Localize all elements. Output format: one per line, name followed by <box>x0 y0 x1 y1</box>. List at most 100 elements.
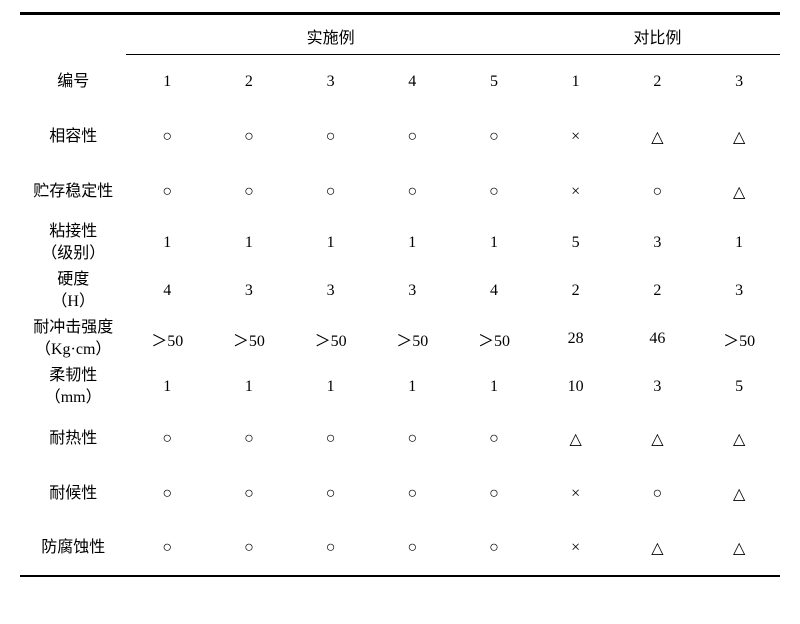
cell: ○ <box>453 411 535 466</box>
cell: 1 <box>208 363 290 411</box>
cell: △ <box>698 411 780 466</box>
cell: △ <box>617 411 699 466</box>
row-label-8: 防腐蚀性 <box>20 521 126 576</box>
column-label-7: 2 <box>617 54 699 109</box>
cell: 1 <box>698 219 780 267</box>
cell: ○ <box>453 164 535 219</box>
cell: △ <box>617 521 699 576</box>
cell: 4 <box>453 267 535 315</box>
row-label-2: 粘接性 （级别） <box>20 219 126 267</box>
cell: 1 <box>208 219 290 267</box>
cell: ○ <box>208 411 290 466</box>
cell: ○ <box>371 411 453 466</box>
cell: 3 <box>617 363 699 411</box>
table-row: 柔韧性 （mm） 1 1 1 1 1 10 3 5 <box>20 363 780 411</box>
row-label-0: 相容性 <box>20 109 126 164</box>
cell: 2 <box>617 267 699 315</box>
cell: △ <box>698 466 780 521</box>
cell: ＞50 <box>453 315 535 363</box>
cell: 5 <box>698 363 780 411</box>
cell: ○ <box>126 164 208 219</box>
cell: 2 <box>535 267 617 315</box>
column-label-4: 4 <box>371 54 453 109</box>
cell: ○ <box>290 109 372 164</box>
cell: 4 <box>126 267 208 315</box>
cell: 1 <box>453 363 535 411</box>
cell: ○ <box>208 521 290 576</box>
table-row: 防腐蚀性 ○ ○ ○ ○ ○ × △ △ <box>20 521 780 576</box>
cell: ○ <box>208 164 290 219</box>
cell: 1 <box>126 219 208 267</box>
table-row: 相容性 ○ ○ ○ ○ ○ × △ △ <box>20 109 780 164</box>
cell: ○ <box>126 109 208 164</box>
column-label-5: 5 <box>453 54 535 109</box>
cell: 1 <box>126 363 208 411</box>
header-empty <box>20 18 126 55</box>
column-label-1: 1 <box>126 54 208 109</box>
cell: ＞50 <box>371 315 453 363</box>
row-label-5: 柔韧性 （mm） <box>20 363 126 411</box>
cell: ○ <box>290 164 372 219</box>
cell: 5 <box>535 219 617 267</box>
comparison-table: 实施例 对比例 编号 1 2 3 4 5 1 2 3 相容性 ○ ○ ○ ○ ○… <box>20 12 780 577</box>
row-label-7: 耐候性 <box>20 466 126 521</box>
column-label-8: 3 <box>698 54 780 109</box>
cell: 46 <box>617 315 699 363</box>
cell: ○ <box>290 521 372 576</box>
cell: ○ <box>126 521 208 576</box>
row-label-4: 耐冲击强度 （Kg·cm） <box>20 315 126 363</box>
cell: 28 <box>535 315 617 363</box>
cell: ＞50 <box>290 315 372 363</box>
cell: 3 <box>290 267 372 315</box>
table-row: 耐热性 ○ ○ ○ ○ ○ △ △ △ <box>20 411 780 466</box>
table-header: 实施例 对比例 <box>20 14 780 55</box>
cell: 1 <box>290 219 372 267</box>
cell: ○ <box>371 109 453 164</box>
cell: 1 <box>453 219 535 267</box>
column-label-2: 2 <box>208 54 290 109</box>
cell: 3 <box>698 267 780 315</box>
row-label-6: 耐热性 <box>20 411 126 466</box>
table-row: 耐候性 ○ ○ ○ ○ ○ × ○ △ <box>20 466 780 521</box>
table-body: 编号 1 2 3 4 5 1 2 3 相容性 ○ ○ ○ ○ ○ × △ △ 贮… <box>20 54 780 576</box>
cell: ○ <box>371 164 453 219</box>
cell: ○ <box>453 466 535 521</box>
cell: ＞50 <box>208 315 290 363</box>
cell: ○ <box>126 466 208 521</box>
cell: △ <box>535 411 617 466</box>
table-row: 耐冲击强度 （Kg·cm） ＞50 ＞50 ＞50 ＞50 ＞50 28 46 … <box>20 315 780 363</box>
cell: × <box>535 109 617 164</box>
cell: △ <box>698 521 780 576</box>
cell: ○ <box>371 466 453 521</box>
cell: ○ <box>126 411 208 466</box>
cell: 3 <box>617 219 699 267</box>
cell: △ <box>698 109 780 164</box>
cell: ○ <box>453 521 535 576</box>
table-row: 硬度 （H） 4 3 3 3 4 2 2 3 <box>20 267 780 315</box>
cell: × <box>535 466 617 521</box>
cell: 10 <box>535 363 617 411</box>
row-label-1: 贮存稳定性 <box>20 164 126 219</box>
table-row-column-labels: 编号 1 2 3 4 5 1 2 3 <box>20 54 780 109</box>
cell: ○ <box>290 411 372 466</box>
header-group1: 实施例 <box>126 18 534 55</box>
cell: ＞50 <box>126 315 208 363</box>
cell: 3 <box>371 267 453 315</box>
cell: △ <box>617 109 699 164</box>
cell: 1 <box>371 363 453 411</box>
table-row: 贮存稳定性 ○ ○ ○ ○ ○ × ○ △ <box>20 164 780 219</box>
cell: ○ <box>617 164 699 219</box>
cell: △ <box>698 164 780 219</box>
row-label-3: 硬度 （H） <box>20 267 126 315</box>
cell: 1 <box>371 219 453 267</box>
cell: ＞50 <box>698 315 780 363</box>
header-group2: 对比例 <box>535 18 780 55</box>
cell: × <box>535 164 617 219</box>
cell: ○ <box>371 521 453 576</box>
column-label-3: 3 <box>290 54 372 109</box>
cell: ○ <box>208 466 290 521</box>
column-label-0: 编号 <box>20 54 126 109</box>
cell: 1 <box>290 363 372 411</box>
cell: × <box>535 521 617 576</box>
table-row: 粘接性 （级别） 1 1 1 1 1 5 3 1 <box>20 219 780 267</box>
